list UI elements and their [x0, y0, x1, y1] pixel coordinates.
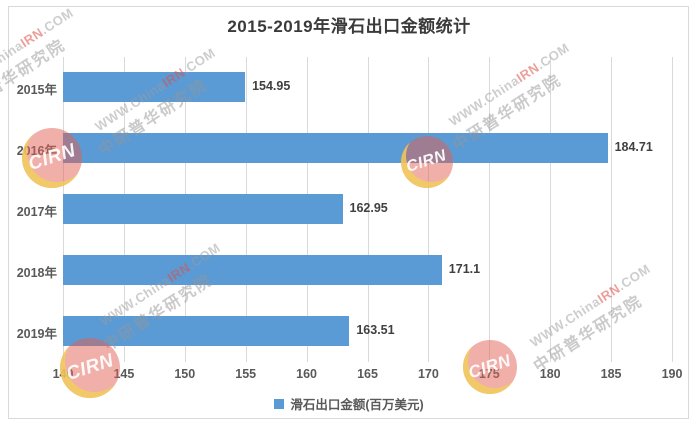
x-tick-label: 175: [478, 367, 500, 381]
gridline: [550, 57, 552, 362]
gridline: [489, 57, 491, 362]
gridline: [672, 57, 673, 362]
value-label: 163.51: [356, 323, 395, 337]
bar: [63, 72, 246, 102]
gridline: [367, 57, 369, 362]
category-label: 2015年: [16, 83, 57, 97]
value-label: 184.71: [614, 140, 653, 154]
category-label: 2017年: [16, 205, 57, 219]
bar: [63, 316, 350, 346]
x-tick-label: 140: [52, 367, 74, 381]
legend-label: 滑石出口金额(百万美元): [290, 398, 424, 412]
value-label: 171.1: [448, 262, 481, 276]
x-tick-label: 165: [357, 367, 378, 381]
x-tick-label: 185: [600, 367, 622, 381]
value-label: 162.95: [349, 201, 388, 215]
bar: [63, 194, 343, 224]
x-tick-label: 145: [113, 367, 135, 381]
x-tick-label: 155: [235, 367, 257, 381]
bar: [63, 255, 442, 285]
x-tick-label: 160: [296, 367, 318, 381]
x-tick-label: 170: [417, 367, 439, 381]
category-label: 2019年: [16, 327, 57, 341]
legend-swatch: [274, 398, 285, 409]
gridline: [428, 57, 430, 362]
bar: [63, 133, 608, 163]
category-label: 2018年: [16, 266, 57, 280]
chart-title: 2015-2019年滑石出口金额统计: [227, 17, 471, 36]
x-tick-label: 180: [539, 367, 561, 381]
x-tick-label: 150: [174, 367, 196, 381]
category-label: 2016年: [16, 144, 57, 158]
x-tick-label: 190: [661, 367, 683, 381]
value-label: 154.95: [252, 79, 291, 93]
gridline: [611, 57, 613, 362]
legend: 滑石出口金额(百万美元): [0, 394, 698, 413]
